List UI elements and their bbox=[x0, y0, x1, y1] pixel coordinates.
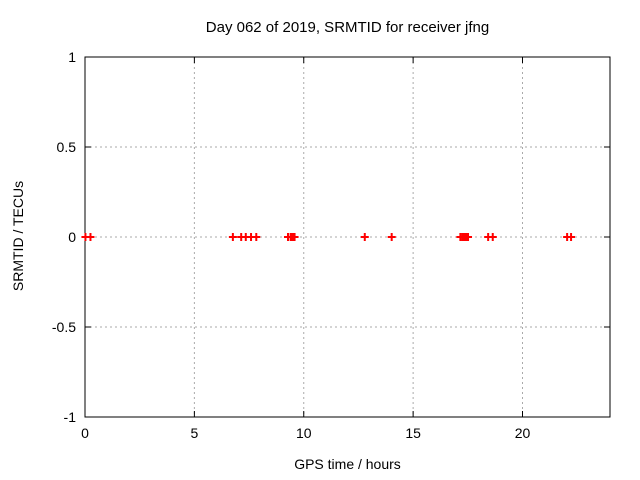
y-axis-label: SRMTID / TECUs bbox=[10, 180, 26, 292]
x-tick-label: 20 bbox=[515, 425, 531, 441]
data-point-marker bbox=[360, 233, 369, 241]
data-point-marker bbox=[488, 233, 497, 241]
x-tick-label: 10 bbox=[296, 425, 312, 441]
x-tick-label: 15 bbox=[405, 425, 421, 441]
data-point-marker bbox=[228, 233, 237, 241]
data-point-marker bbox=[252, 233, 261, 241]
data-point-marker bbox=[290, 233, 299, 241]
data-point-marker bbox=[86, 233, 95, 241]
y-tick-label: 0 bbox=[68, 229, 76, 245]
data-point-marker bbox=[387, 233, 396, 241]
data-point-marker bbox=[464, 233, 473, 241]
data-point-marker bbox=[567, 233, 576, 241]
y-tick-label: 1 bbox=[68, 49, 76, 65]
x-axis-label: GPS time / hours bbox=[294, 456, 401, 472]
chart-title: Day 062 of 2019, SRMTID for receiver jfn… bbox=[205, 19, 490, 36]
x-tick-label: 5 bbox=[190, 425, 198, 441]
x-tick-label: 0 bbox=[81, 425, 89, 441]
y-tick-label: 0.5 bbox=[57, 139, 77, 155]
y-tick-label: -1 bbox=[64, 409, 77, 425]
y-tick-label: -0.5 bbox=[52, 319, 76, 335]
